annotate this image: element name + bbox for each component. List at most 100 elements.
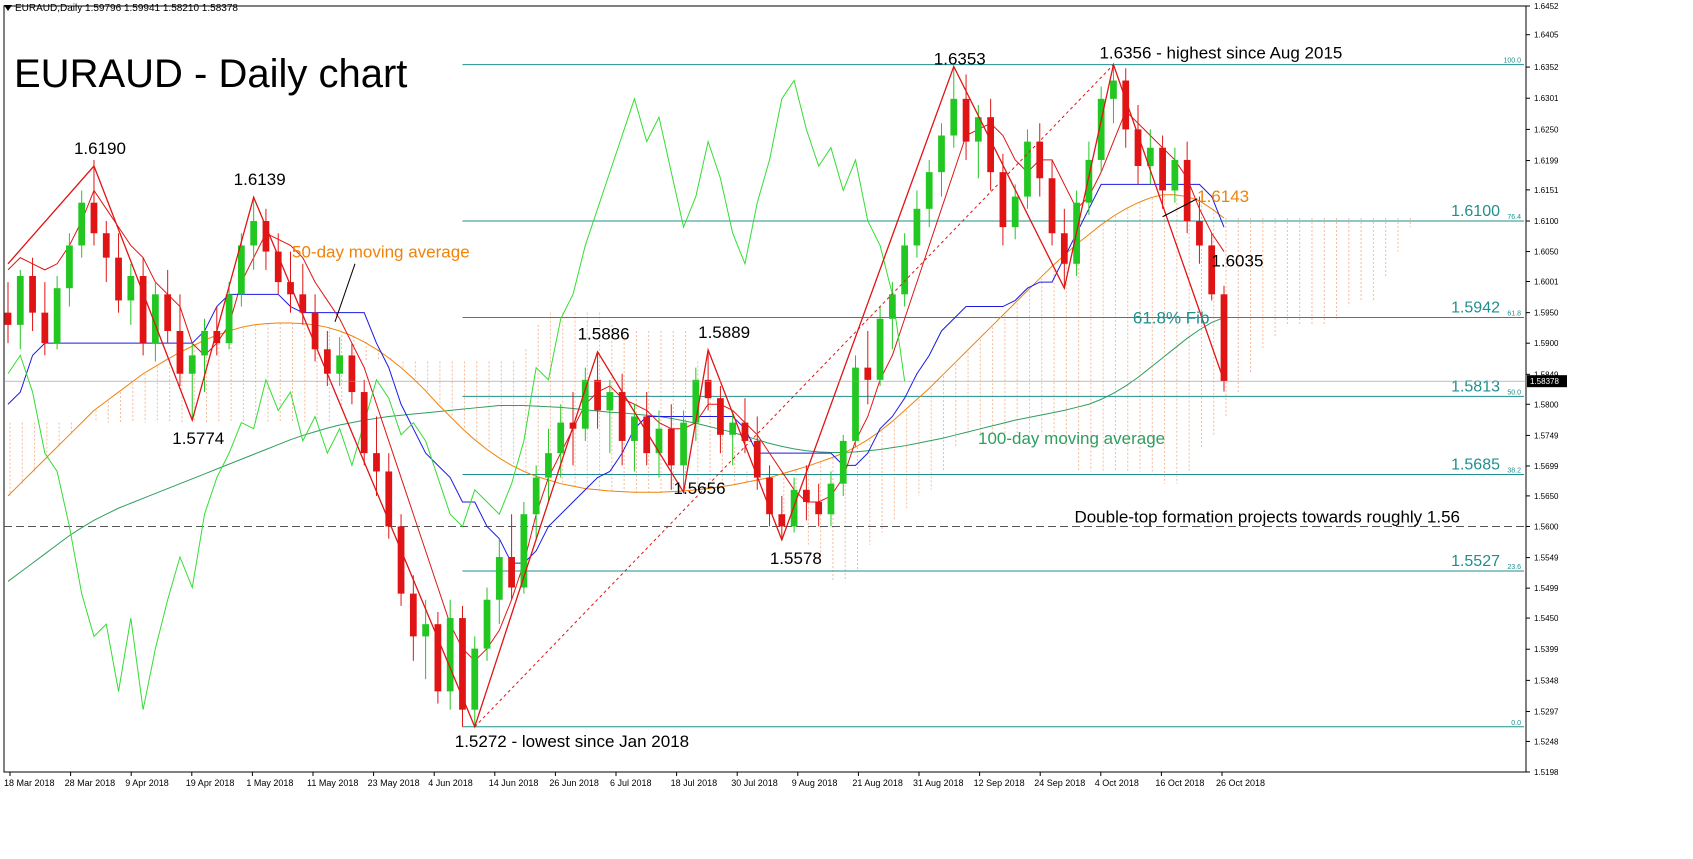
candle-body	[152, 294, 159, 344]
candle-body	[839, 440, 847, 484]
level-label-1-5578: 1.5578	[770, 549, 822, 568]
kijun-line	[7, 183, 1225, 564]
x-tick-label: 11 May 2018	[307, 778, 358, 788]
fib-price-label: 1.6100	[1451, 203, 1500, 220]
last-price-box	[1527, 375, 1567, 388]
x-tick-label: 31 Aug 2018	[913, 778, 964, 788]
annotations: 1.58378 1.6190 1.6139 1.5774 1.5272 - lowest…	[4, 44, 1567, 751]
candle-body	[1011, 196, 1019, 228]
candle-body	[66, 245, 73, 289]
candle-body	[459, 618, 466, 710]
tenkan-line	[7, 110, 1225, 662]
candle-body	[90, 202, 98, 234]
level-label-1-5774: 1.5774	[172, 429, 224, 448]
candle-body	[864, 367, 872, 380]
y-tick-label: 1.5699	[1534, 462, 1559, 471]
fib-pct-label: 61.8	[1507, 311, 1521, 318]
candle-body	[827, 483, 835, 515]
candle-body	[274, 251, 282, 283]
candle-body	[1220, 294, 1228, 382]
double-top-label: Double-top formation projects towards ro…	[1074, 507, 1460, 526]
candle-body	[717, 398, 724, 435]
x-tick-label: 6 Jul 2018	[610, 778, 652, 788]
x-tick-label: 4 Jun 2018	[428, 778, 473, 788]
ma50-label: 50-day moving average	[292, 243, 470, 262]
candle-body	[508, 556, 515, 588]
candle-body	[139, 275, 147, 344]
candle-body	[1208, 245, 1216, 295]
symbol-name: EURAUD,Daily	[15, 3, 83, 14]
fib618-label: 61.8% Fib	[1133, 309, 1210, 328]
candle-body	[925, 172, 933, 209]
candle-body	[753, 440, 761, 478]
candle-body	[631, 416, 638, 441]
candle-body	[201, 330, 208, 356]
x-tick-label: 28 Mar 2018	[65, 778, 116, 788]
level-label-1-6035: 1.6035	[1211, 252, 1263, 271]
candle-body	[1122, 80, 1130, 130]
candle-body	[446, 618, 454, 692]
price-axis: 1.6452 1.6405 1.6352 1.6301 1.6250 1.6199 1.61…	[1526, 2, 1559, 777]
chart-title: EURAUD - Daily chart	[14, 52, 408, 96]
candle-body	[876, 318, 884, 380]
candle-body	[962, 98, 970, 142]
zigzag-pattern	[7, 62, 1225, 729]
level-label-1-6143: 1.6143	[1197, 187, 1249, 206]
fib-price-label: 1.5527	[1451, 553, 1500, 570]
candle-body	[471, 648, 479, 710]
x-tick-label: 16 Oct 2018	[1155, 778, 1204, 788]
y-tick-label: 1.6199	[1534, 157, 1559, 166]
candle-body	[741, 422, 749, 441]
indicator-lines	[7, 79, 1225, 710]
level-label-1-5656: 1.5656	[674, 479, 726, 498]
candle-body	[1110, 80, 1117, 99]
candle-body	[287, 282, 294, 295]
symbol-header: EURAUD,Daily 1.59796 1.59941 1.58210 1.5…	[4, 3, 238, 14]
zigzag-line	[7, 62, 1225, 729]
y-tick-label: 1.5297	[1534, 708, 1559, 717]
candle-body	[974, 117, 982, 142]
y-tick-label: 1.6100	[1534, 217, 1559, 226]
level-label-1-6353: 1.6353	[934, 49, 986, 68]
last-price-label: 1.58378	[1530, 377, 1559, 386]
candle-body	[373, 453, 380, 472]
y-tick-label: 1.6301	[1534, 94, 1559, 103]
plot-frame	[3, 5, 1527, 773]
fib-pct-label: 38.2	[1507, 468, 1521, 475]
y-tick-label: 1.5950	[1534, 309, 1559, 318]
candle-body	[557, 422, 565, 454]
y-tick-label: 1.5549	[1534, 554, 1559, 563]
ma100-label: 100-day moving average	[978, 429, 1165, 448]
y-tick-label: 1.5900	[1534, 339, 1559, 348]
candle-body	[888, 294, 896, 319]
candle-body	[999, 172, 1007, 228]
candle-body	[213, 330, 221, 344]
candle-body	[188, 355, 196, 374]
candle-body	[1171, 159, 1179, 191]
candle-body	[1060, 233, 1068, 264]
y-tick-label: 1.6405	[1534, 31, 1559, 40]
y-tick-label: 1.5600	[1534, 522, 1559, 531]
candle-body	[397, 526, 405, 594]
candle-body	[78, 202, 86, 246]
x-tick-label: 23 May 2018	[368, 778, 420, 788]
candle-body	[643, 416, 651, 454]
candle-body	[16, 275, 24, 325]
candle-body	[102, 233, 110, 258]
fibonacci-levels: 100.0 76.4 1.6100 61.8 1.5942 50.0 1.5813 38.2 1…	[4, 58, 1526, 728]
candle-body	[250, 221, 258, 246]
candle-body	[803, 489, 810, 503]
candle-body	[766, 477, 773, 515]
chikou-line	[7, 79, 906, 710]
candle-body	[987, 117, 995, 173]
candle-body	[1196, 221, 1203, 246]
fib-pct-label: 0.0	[1511, 720, 1521, 727]
candle-body	[225, 294, 233, 344]
fib-pct-label: 100.0	[1503, 58, 1521, 65]
fib-pct-label: 23.6	[1507, 564, 1521, 571]
candle-body	[115, 257, 122, 301]
candle-body	[409, 593, 417, 637]
candle-body	[336, 355, 344, 374]
y-tick-label: 1.6151	[1534, 186, 1559, 195]
y-tick-label: 1.5248	[1534, 737, 1559, 746]
